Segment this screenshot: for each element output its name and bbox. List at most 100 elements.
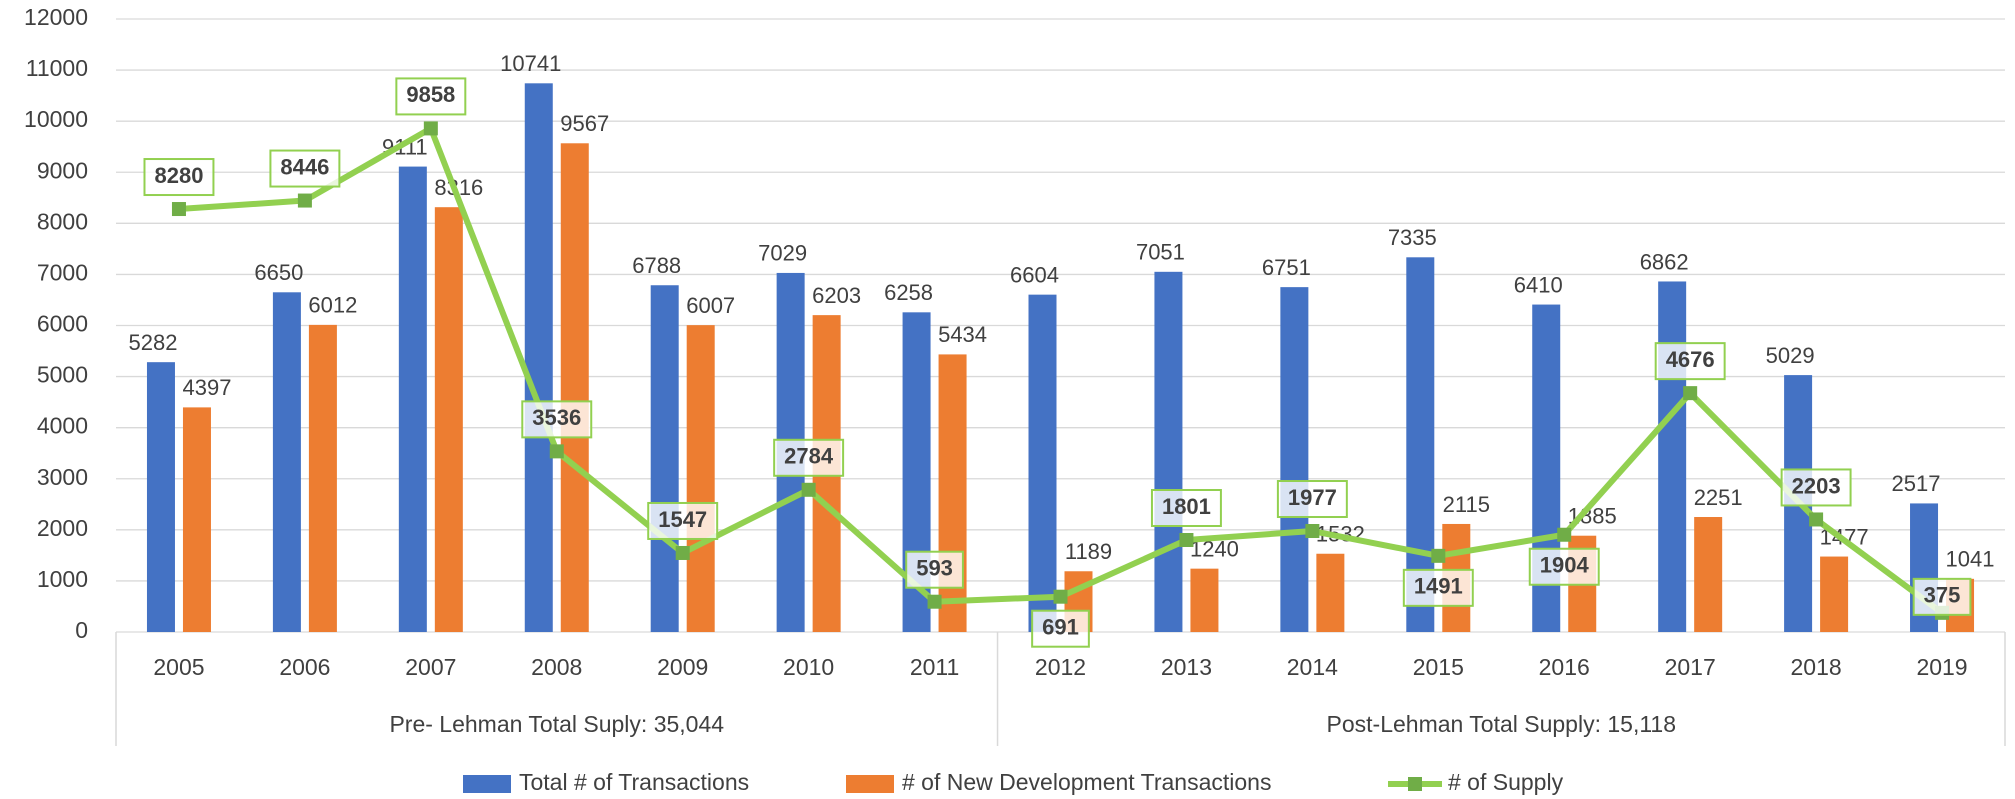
x-tick-label: 2014 <box>1287 654 1338 680</box>
label-box <box>521 400 593 439</box>
x-tick-label: 2011 <box>910 654 959 680</box>
x-tick-label: 2008 <box>531 654 582 680</box>
data-label: 4397 <box>182 375 231 400</box>
supply-label: 1904 <box>1528 547 1600 586</box>
x-tick-label: 2019 <box>1916 654 1967 680</box>
x-tick-label: 2013 <box>1161 654 1212 680</box>
supply-label: 1801 <box>1150 488 1222 527</box>
data-label: 6862 <box>1640 249 1689 274</box>
y-tick-label: 3000 <box>37 464 88 490</box>
x-tick-label: 2009 <box>657 654 708 680</box>
legend-label: # of Supply <box>1448 769 1564 795</box>
data-label: 4676 <box>1666 347 1715 372</box>
y-tick-label: 8000 <box>37 208 88 234</box>
line-marker <box>1809 512 1824 527</box>
bar <box>1028 294 1057 632</box>
data-label: 3536 <box>532 405 581 430</box>
data-label: 1977 <box>1288 485 1337 510</box>
group-label: Pre- Lehman Total Suply: 35,044 <box>389 711 724 737</box>
label-box <box>1031 609 1090 648</box>
line-marker <box>927 594 942 609</box>
y-tick-label: 10000 <box>24 106 88 132</box>
data-label: 6203 <box>812 283 861 308</box>
supply-label: 1977 <box>1276 480 1348 519</box>
bar <box>560 143 589 632</box>
bar <box>272 292 301 632</box>
line-marker <box>1305 524 1320 539</box>
line-marker <box>423 121 438 136</box>
y-tick-label: 4000 <box>37 413 88 439</box>
data-label: 2784 <box>784 444 834 469</box>
data-label: 691 <box>1042 615 1079 640</box>
data-label: 10741 <box>500 51 561 76</box>
data-label: 1801 <box>1162 494 1211 519</box>
data-label: 1491 <box>1414 574 1463 599</box>
line-marker <box>1053 589 1068 604</box>
line-marker <box>1179 532 1194 547</box>
supply-label: 1547 <box>647 501 719 540</box>
x-tick-label: 2005 <box>153 654 204 680</box>
data-label: 6751 <box>1262 255 1311 280</box>
data-label: 9858 <box>406 82 455 107</box>
supply-label: 375 <box>1912 577 1972 616</box>
data-label: 375 <box>1924 583 1961 608</box>
legend-label: # of New Development Transactions <box>902 769 1271 795</box>
x-tick-label: 2017 <box>1665 654 1716 680</box>
label-box <box>905 550 964 589</box>
data-label: 1189 <box>1065 539 1112 564</box>
data-label: 6012 <box>308 293 357 318</box>
supply-label: 4676 <box>1654 342 1726 381</box>
supply-label: 8280 <box>143 158 215 197</box>
data-label: 593 <box>916 556 953 581</box>
label-box <box>1912 577 1972 616</box>
line-marker <box>675 545 690 560</box>
supply-label: 2784 <box>773 438 845 477</box>
x-tick-label: 2015 <box>1413 654 1464 680</box>
label-box <box>647 501 719 540</box>
supply-label: 9858 <box>395 77 467 116</box>
supply-label: 593 <box>905 550 964 589</box>
legend-marker <box>1408 777 1422 791</box>
line-marker <box>801 482 816 497</box>
line-marker <box>1683 386 1698 401</box>
bar <box>1280 287 1309 632</box>
label-box <box>1528 547 1600 586</box>
label-box <box>143 158 215 197</box>
bar <box>182 407 211 632</box>
x-tick-label: 2016 <box>1539 654 1590 680</box>
x-tick-label: 2010 <box>783 654 834 680</box>
label-box <box>1402 568 1474 607</box>
data-label: 6650 <box>254 260 303 285</box>
x-tick-label: 2006 <box>279 654 330 680</box>
data-label: 8446 <box>280 154 329 179</box>
data-label: 1904 <box>1540 553 1590 578</box>
y-tick-label: 9000 <box>37 157 88 183</box>
supply-label: 1491 <box>1402 568 1474 607</box>
data-label: 2517 <box>1892 471 1941 496</box>
label-box <box>1780 468 1852 507</box>
y-tick-label: 1000 <box>37 566 88 592</box>
supply-label: 2203 <box>1780 468 1852 507</box>
legend-swatch <box>463 775 511 793</box>
label-box <box>1150 488 1222 527</box>
bar <box>1316 553 1345 632</box>
y-tick-label: 5000 <box>37 362 88 388</box>
bar <box>686 325 715 632</box>
bar <box>1154 271 1183 632</box>
data-label: 2251 <box>1694 485 1743 510</box>
data-label: 5434 <box>938 322 987 347</box>
data-label: 1547 <box>658 507 707 532</box>
data-label: 6604 <box>1010 262 1059 287</box>
bar <box>398 166 427 632</box>
bar <box>1694 517 1723 632</box>
x-tick-label: 2007 <box>405 654 456 680</box>
data-label: 6788 <box>632 253 681 278</box>
bar <box>650 285 679 632</box>
line-marker <box>297 193 312 208</box>
label-box <box>1654 342 1726 381</box>
y-tick-label: 7000 <box>37 259 88 285</box>
x-tick-label: 2018 <box>1791 654 1842 680</box>
line-marker <box>549 444 564 459</box>
label-box <box>1276 480 1348 519</box>
